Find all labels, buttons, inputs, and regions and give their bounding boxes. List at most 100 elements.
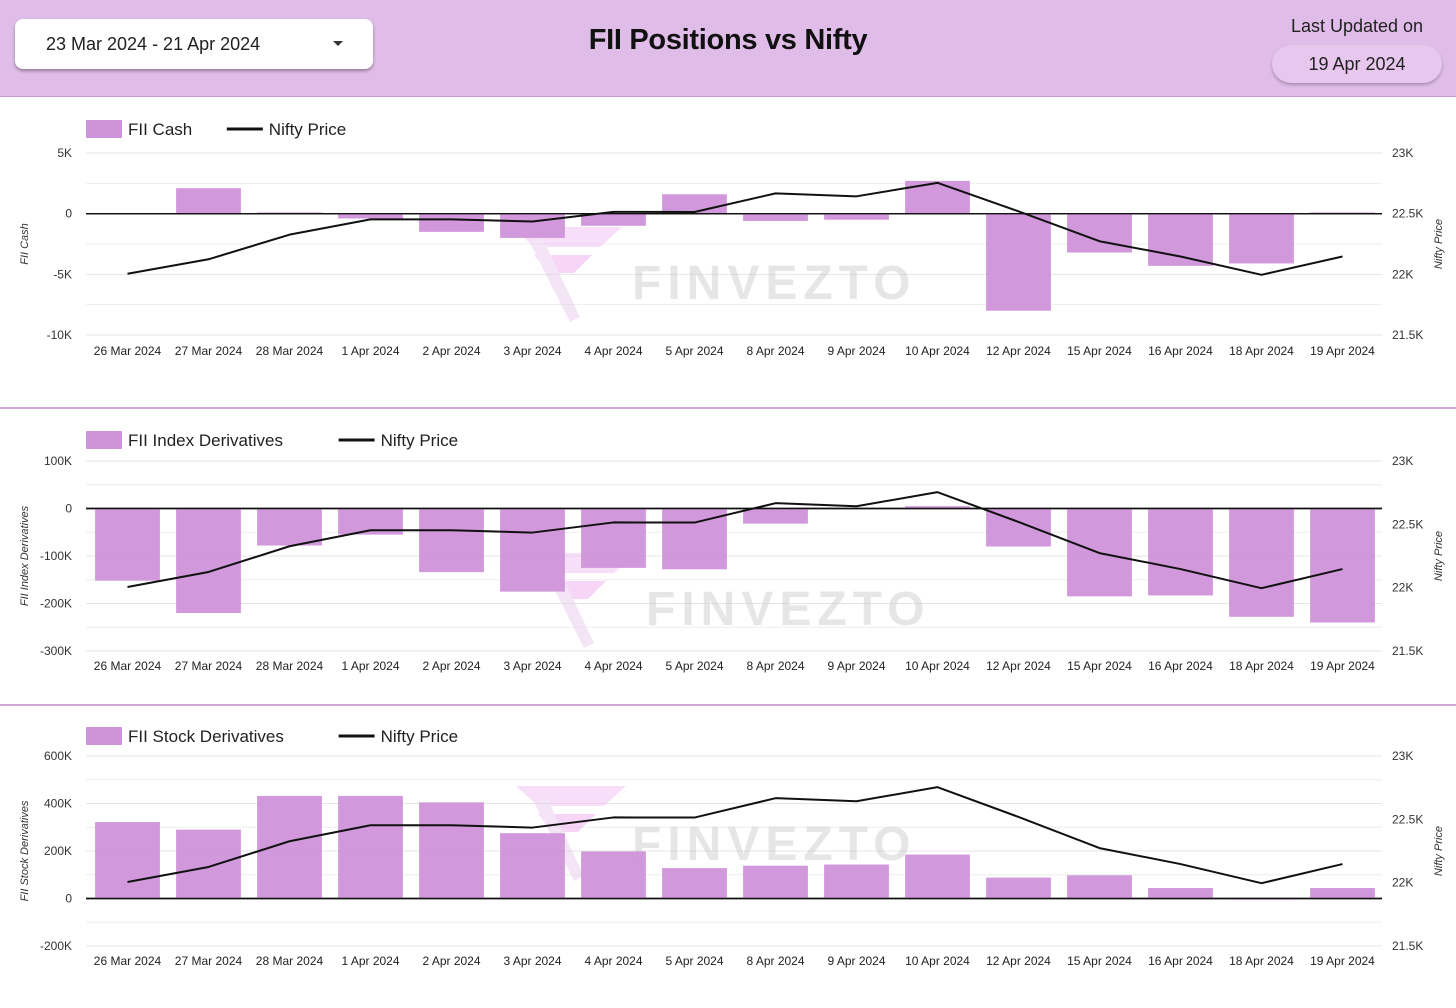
bar-8	[662, 194, 727, 213]
bar-10	[824, 214, 889, 220]
watermark-text: FINVEZTO	[646, 583, 930, 636]
y2-axis-title: Nifty Price	[1433, 531, 1445, 581]
x-tick-label: 26 Mar 2024	[94, 344, 162, 358]
x-tick-label: 27 Mar 2024	[175, 954, 243, 968]
bar-15	[1229, 509, 1294, 617]
bar-14	[1148, 888, 1213, 898]
x-tick-label: 26 Mar 2024	[94, 659, 162, 673]
chevron-down-icon	[333, 41, 343, 46]
y2-axis-title: Nifty Price	[1433, 826, 1445, 876]
x-tick-label: 18 Apr 2024	[1229, 659, 1294, 673]
y-tick-label: -300K	[40, 644, 72, 658]
legend-line-label: Nifty Price	[269, 120, 346, 139]
x-tick-label: 16 Apr 2024	[1148, 954, 1213, 968]
x-tick-label: 28 Mar 2024	[256, 344, 324, 358]
x-tick-label: 28 Mar 2024	[256, 954, 324, 968]
bar-1	[95, 822, 160, 898]
y2-tick-label: 23K	[1392, 749, 1413, 763]
y2-tick-label: 23K	[1392, 146, 1413, 160]
x-tick-label: 12 Apr 2024	[986, 659, 1051, 673]
x-tick-label: 5 Apr 2024	[665, 659, 723, 673]
x-tick-label: 4 Apr 2024	[584, 954, 642, 968]
y-tick-label: -200K	[40, 939, 72, 953]
x-tick-label: 2 Apr 2024	[422, 344, 480, 358]
y2-tick-label: 22.5K	[1392, 517, 1423, 531]
y2-tick-label: 22.5K	[1392, 207, 1423, 221]
y-tick-label: 100K	[44, 454, 72, 468]
x-tick-label: 1 Apr 2024	[341, 954, 399, 968]
date-range-picker[interactable]: 23 Mar 2024 - 21 Apr 2024	[15, 19, 373, 69]
legend-line-label: Nifty Price	[381, 727, 458, 746]
y-tick-label: 0	[65, 892, 72, 906]
bar-3	[257, 796, 322, 899]
fii-index-derivatives-chart: 100K0-100K-200K-300K23K22.5K22K21.5KFINV…	[0, 409, 1456, 704]
bar-14	[1148, 214, 1213, 266]
bar-9	[743, 866, 808, 899]
x-tick-label: 8 Apr 2024	[746, 954, 804, 968]
x-tick-label: 19 Apr 2024	[1310, 659, 1375, 673]
x-tick-label: 3 Apr 2024	[503, 659, 561, 673]
bar-4	[338, 796, 403, 899]
last-updated-label: Last Updated on	[1272, 16, 1442, 37]
bar-2	[176, 188, 241, 213]
bar-10	[824, 865, 889, 899]
bar-2	[176, 830, 241, 899]
y2-tick-label: 21.5K	[1392, 328, 1423, 342]
bar-9	[743, 214, 808, 221]
bar-7	[581, 509, 646, 568]
y2-tick-label: 22K	[1392, 876, 1413, 890]
x-tick-label: 28 Mar 2024	[256, 659, 324, 673]
x-tick-label: 1 Apr 2024	[341, 344, 399, 358]
x-tick-label: 10 Apr 2024	[905, 344, 970, 358]
y2-axis-title: Nifty Price	[1433, 219, 1445, 269]
chart-legend: FII Stock Derivatives Nifty Price	[86, 727, 458, 746]
x-tick-label: 5 Apr 2024	[665, 954, 723, 968]
x-tick-label: 19 Apr 2024	[1310, 344, 1375, 358]
y-tick-label: -200K	[40, 597, 72, 611]
y2-tick-label: 21.5K	[1392, 939, 1423, 953]
bar-16	[1310, 509, 1375, 623]
x-tick-label: 26 Mar 2024	[94, 954, 162, 968]
x-tick-label: 5 Apr 2024	[665, 344, 723, 358]
bar-14	[1148, 509, 1213, 596]
y-axis-title: FII Stock Derivatives	[19, 800, 31, 901]
x-tick-label: 3 Apr 2024	[503, 954, 561, 968]
legend-bar-swatch	[86, 120, 122, 138]
bar-3	[257, 509, 322, 546]
x-tick-label: 2 Apr 2024	[422, 954, 480, 968]
last-updated-date: 19 Apr 2024	[1272, 45, 1442, 83]
legend-bar-label: FII Stock Derivatives	[128, 727, 284, 746]
y2-tick-label: 22.5K	[1392, 812, 1423, 826]
x-tick-label: 15 Apr 2024	[1067, 344, 1132, 358]
y2-tick-label: 22K	[1392, 581, 1413, 595]
bar-5	[419, 214, 484, 232]
x-tick-label: 4 Apr 2024	[584, 344, 642, 358]
bar-11	[905, 855, 970, 899]
x-tick-label: 12 Apr 2024	[986, 344, 1051, 358]
bar-1	[95, 509, 160, 581]
x-tick-label: 27 Mar 2024	[175, 344, 243, 358]
x-tick-label: 2 Apr 2024	[422, 659, 480, 673]
bar-15	[1229, 214, 1294, 264]
legend-bar-swatch	[86, 727, 122, 745]
x-tick-label: 16 Apr 2024	[1148, 659, 1213, 673]
bar-9	[743, 509, 808, 524]
watermark-text: FINVEZTO	[632, 818, 916, 871]
legend-bar-label: FII Cash	[128, 120, 192, 139]
y-tick-label: 0	[65, 207, 72, 221]
x-tick-label: 12 Apr 2024	[986, 954, 1051, 968]
x-tick-label: 9 Apr 2024	[827, 659, 885, 673]
bar-6	[500, 833, 565, 898]
x-tick-label: 1 Apr 2024	[341, 659, 399, 673]
bar-12	[986, 214, 1051, 311]
header-bar: 23 Mar 2024 - 21 Apr 2024 FII Positions …	[0, 0, 1456, 97]
bar-5	[419, 802, 484, 898]
bar-12	[986, 878, 1051, 899]
x-tick-label: 8 Apr 2024	[746, 344, 804, 358]
y-tick-label: 5K	[57, 146, 72, 160]
y-tick-label: 0	[65, 502, 72, 516]
